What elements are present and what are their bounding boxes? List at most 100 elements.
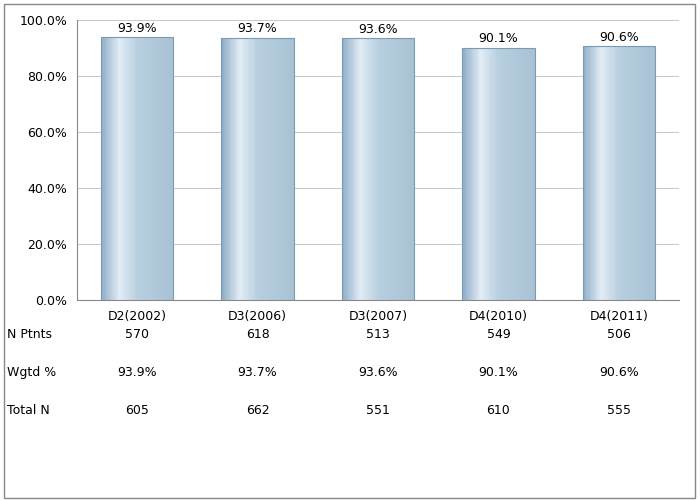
Bar (159, 37, 160, 300)
Bar (276, 38, 277, 300)
Bar (492, 48, 493, 300)
Text: 90.6%: 90.6% (599, 31, 638, 44)
Bar (254, 38, 256, 300)
Bar (348, 38, 349, 300)
Bar (467, 48, 468, 300)
Bar (596, 46, 597, 300)
Bar (604, 46, 606, 300)
Bar (410, 38, 412, 300)
Bar (480, 48, 482, 300)
Bar (642, 46, 643, 300)
Bar (518, 48, 519, 300)
Bar (223, 38, 224, 300)
Text: N Ptnts: N Ptnts (7, 328, 52, 342)
Bar (354, 38, 355, 300)
Bar (477, 48, 478, 300)
Bar (462, 48, 535, 300)
Bar (390, 38, 391, 300)
Bar (360, 38, 361, 300)
Bar (266, 38, 267, 300)
Bar (230, 38, 231, 300)
Bar (609, 46, 610, 300)
Bar (494, 48, 495, 300)
Bar (238, 38, 239, 300)
Bar (582, 46, 655, 300)
Bar (288, 38, 289, 300)
Bar (261, 38, 262, 300)
Bar (612, 46, 614, 300)
Bar (244, 38, 246, 300)
Bar (378, 38, 379, 300)
Bar (116, 37, 117, 300)
Bar (507, 48, 508, 300)
Bar (102, 37, 104, 300)
Bar (171, 37, 172, 300)
Bar (148, 37, 149, 300)
Bar (490, 48, 491, 300)
Bar (271, 38, 272, 300)
Bar (617, 46, 619, 300)
Bar (639, 46, 640, 300)
Text: 549: 549 (486, 328, 510, 342)
Bar (221, 38, 294, 300)
Bar (648, 46, 649, 300)
Bar (158, 37, 159, 300)
Bar (226, 38, 228, 300)
Bar (594, 46, 595, 300)
Text: 618: 618 (246, 328, 270, 342)
Bar (463, 48, 465, 300)
Bar (614, 46, 615, 300)
Bar (134, 37, 135, 300)
Bar (119, 37, 120, 300)
Text: 513: 513 (366, 328, 390, 342)
Bar (139, 37, 141, 300)
Bar (400, 38, 401, 300)
Bar (598, 46, 599, 300)
Bar (528, 48, 530, 300)
Bar (601, 46, 602, 300)
Bar (479, 48, 480, 300)
Bar (383, 38, 384, 300)
Bar (475, 48, 477, 300)
Bar (522, 48, 524, 300)
Text: 555: 555 (607, 404, 631, 416)
Bar (384, 38, 385, 300)
Bar (462, 48, 463, 300)
Bar (631, 46, 632, 300)
Bar (377, 38, 378, 300)
Bar (530, 48, 531, 300)
Bar (608, 46, 609, 300)
Bar (386, 38, 388, 300)
Bar (284, 38, 286, 300)
Bar (582, 46, 584, 300)
Bar (358, 38, 360, 300)
Bar (505, 48, 507, 300)
Bar (105, 37, 106, 300)
Bar (650, 46, 651, 300)
Bar (379, 38, 380, 300)
Bar (258, 38, 259, 300)
Bar (153, 37, 154, 300)
Bar (346, 38, 348, 300)
Bar (370, 38, 371, 300)
Bar (512, 48, 513, 300)
Bar (405, 38, 406, 300)
Bar (637, 46, 638, 300)
Bar (155, 37, 157, 300)
Bar (374, 38, 376, 300)
Bar (277, 38, 278, 300)
Bar (488, 48, 489, 300)
Bar (643, 46, 644, 300)
Bar (279, 38, 281, 300)
Bar (242, 38, 243, 300)
Bar (629, 46, 631, 300)
Bar (503, 48, 505, 300)
Bar (590, 46, 591, 300)
Bar (406, 38, 407, 300)
Bar (391, 38, 393, 300)
Bar (366, 38, 368, 300)
Bar (160, 37, 161, 300)
Bar (166, 37, 167, 300)
Bar (620, 46, 621, 300)
Bar (111, 37, 112, 300)
